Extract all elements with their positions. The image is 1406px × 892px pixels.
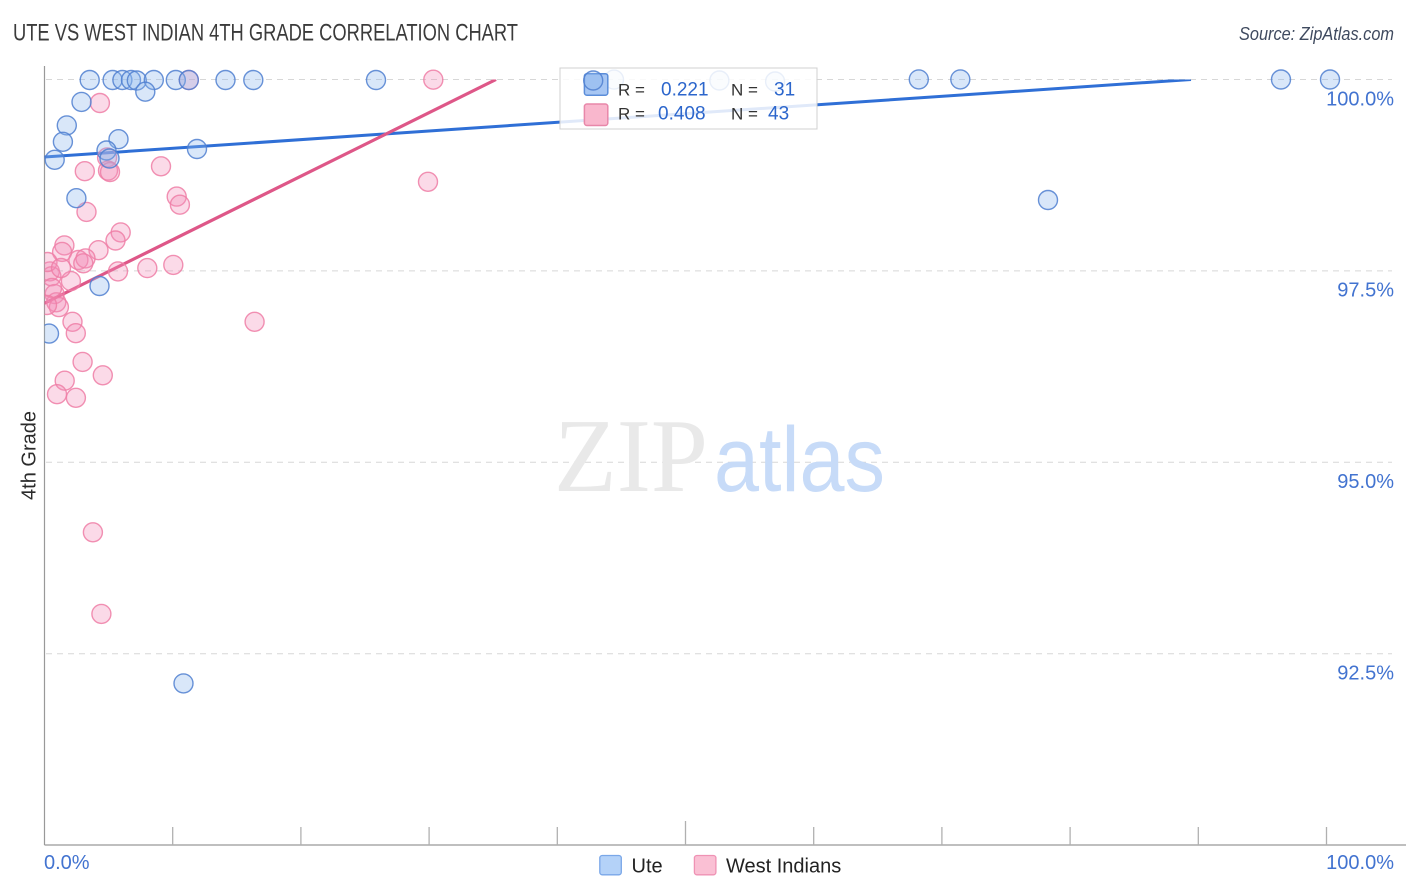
svg-text:Ute: Ute	[632, 856, 663, 878]
svg-text:0.221: 0.221	[661, 80, 709, 101]
svg-text:West Indians: West Indians	[726, 856, 841, 878]
svg-text:0.0%: 0.0%	[44, 852, 90, 874]
svg-text:N =: N =	[731, 105, 758, 124]
svg-text:100.0%: 100.0%	[1326, 88, 1394, 110]
svg-text:92.5%: 92.5%	[1337, 662, 1394, 684]
svg-text:31: 31	[774, 80, 795, 101]
svg-text:0.408: 0.408	[658, 104, 706, 125]
svg-text:100.0%: 100.0%	[1326, 852, 1394, 874]
svg-text:95.0%: 95.0%	[1337, 471, 1394, 493]
svg-text:Source: ZipAtlas.com: Source: ZipAtlas.com	[1239, 23, 1394, 44]
svg-text:43: 43	[768, 104, 789, 125]
svg-text:R =: R =	[618, 81, 645, 100]
svg-text:97.5%: 97.5%	[1337, 280, 1394, 302]
svg-text:4th Grade: 4th Grade	[19, 411, 41, 500]
svg-text:atlas: atlas	[714, 409, 885, 511]
svg-text:R =: R =	[618, 105, 645, 124]
svg-text:ZIP: ZIP	[554, 397, 708, 514]
svg-text:UTE VS WEST INDIAN 4TH GRADE C: UTE VS WEST INDIAN 4TH GRADE CORRELATION…	[13, 20, 518, 47]
svg-text:N =: N =	[731, 81, 758, 100]
